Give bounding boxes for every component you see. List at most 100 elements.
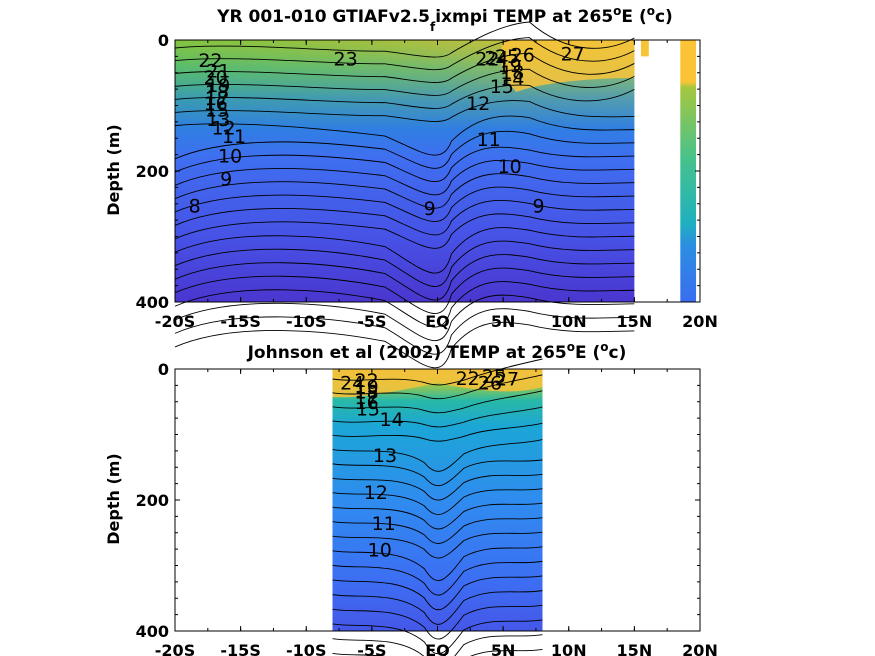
contour-line (174, 68, 635, 96)
contour-label: 12 (364, 482, 388, 504)
contour-label: 21 (206, 60, 230, 82)
x-tick-label: 20N (682, 312, 718, 331)
contour-label: 18 (205, 81, 229, 103)
contour-line (332, 406, 543, 428)
x-tick-label: 20N (682, 641, 718, 656)
contour-line (174, 173, 635, 209)
contour-line (174, 159, 635, 196)
contour-line (332, 531, 543, 559)
contour-line (174, 321, 635, 369)
panel-model: YR 001-010 GTIAFv2.5fixmpi TEMP at 265oE… (104, 4, 718, 369)
contour-line (174, 294, 635, 342)
y-tick-label: 200 (136, 491, 169, 510)
contour-label: 22 (456, 368, 480, 390)
contour-line (174, 52, 635, 83)
contour-line (332, 575, 543, 610)
contour-line (332, 560, 543, 596)
panel-observations: Johnson et al (2002) TEMP at 265oE (oc) … (104, 340, 718, 656)
contour-line (332, 546, 543, 581)
contour-line (332, 439, 543, 472)
contour-lines (174, 21, 635, 369)
contour-label: 9 (424, 198, 436, 220)
x-tick-label: 5N (491, 641, 516, 656)
contour-line (332, 390, 543, 414)
y-axis: 0 200 400 (136, 31, 700, 312)
contour-line (332, 422, 543, 442)
contour-line (174, 100, 635, 122)
contour-line (174, 115, 635, 156)
contour-line (332, 502, 543, 530)
x-axis: -20S -15S -10S -5S EQ 5N 10N 15N 20N (155, 369, 718, 656)
contour-label: 10 (498, 156, 522, 178)
contour-label: 15 (490, 76, 514, 98)
y-tick-label: 0 (158, 31, 169, 50)
contour-label: 18 (500, 62, 524, 84)
contour-label: 9 (533, 195, 545, 217)
chart-title: Johnson et al (2002) TEMP at 265oE (oc) (247, 340, 627, 363)
warm-surface-layer (332, 369, 543, 398)
x-tick-label: 5N (491, 312, 516, 331)
data-strip (640, 40, 649, 57)
contour-line (332, 648, 543, 656)
contour-label: 11 (222, 126, 246, 148)
contour-label: 11 (477, 129, 501, 151)
contour-label: 13 (206, 109, 230, 131)
contour-label: 11 (372, 513, 396, 535)
x-tick-label: -10S (286, 641, 326, 656)
contour-label: 20 (204, 67, 228, 89)
contour-label: 25 (495, 46, 519, 68)
contour-label: 8 (189, 195, 201, 217)
contour-line (174, 130, 635, 169)
contour-line (174, 281, 635, 328)
x-tick-label: EQ (425, 641, 450, 656)
contour-line (174, 146, 635, 183)
contour-lines (332, 358, 543, 656)
contour-label: 22 (198, 50, 222, 72)
contour-line (332, 619, 543, 654)
y-axis: 0 200 400 (136, 360, 700, 641)
contour-line (174, 37, 635, 71)
contour-line (174, 84, 635, 109)
contour-line (332, 374, 543, 400)
contour-line (332, 488, 543, 515)
x-tick-label: 15N (617, 312, 653, 331)
y-tick-label: 0 (158, 360, 169, 379)
warm-pool (500, 40, 635, 92)
contour-label: 9 (220, 169, 232, 191)
contour-label: 12 (466, 93, 490, 115)
contour-label: 25 (482, 366, 506, 388)
x-tick-label: -20S (155, 641, 195, 656)
contour-label: 13 (373, 445, 397, 467)
x-tick-label: 10N (551, 641, 587, 656)
contour-label: 16 (204, 93, 228, 115)
contour-line (332, 358, 543, 386)
x-tick-label: -10S (286, 312, 326, 331)
contour-line (174, 240, 635, 287)
contour-line (174, 308, 635, 355)
x-tick-label: -20S (155, 312, 195, 331)
contour-line (174, 227, 635, 274)
x-tick-label: 10N (551, 312, 587, 331)
contour-label: 19 (206, 75, 230, 97)
contour-line (332, 634, 543, 656)
contour-label: 14 (379, 409, 403, 431)
chart-title: YR 001-010 GTIAFv2.5fixmpi TEMP at 265oE… (216, 4, 673, 34)
contour-line (174, 186, 635, 222)
contour-label: 22 (355, 370, 379, 392)
contour-line (174, 267, 635, 314)
contour-label: 15 (205, 100, 229, 122)
contour-line (332, 604, 543, 640)
contour-label: 18 (355, 382, 379, 404)
contour-label: 27 (495, 368, 519, 390)
contour-label: 17 (355, 387, 379, 409)
contour-label: 16 (355, 392, 379, 414)
contour-label: 15 (356, 399, 380, 421)
contour-line (174, 254, 635, 301)
contour-label: 19 (498, 55, 522, 77)
x-tick-label: -15S (220, 641, 260, 656)
data-strip (680, 40, 697, 302)
